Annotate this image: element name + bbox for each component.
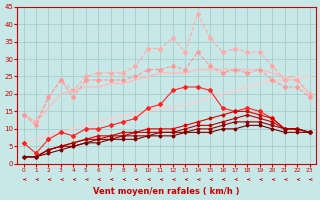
- X-axis label: Vent moyen/en rafales ( km/h ): Vent moyen/en rafales ( km/h ): [93, 187, 240, 196]
